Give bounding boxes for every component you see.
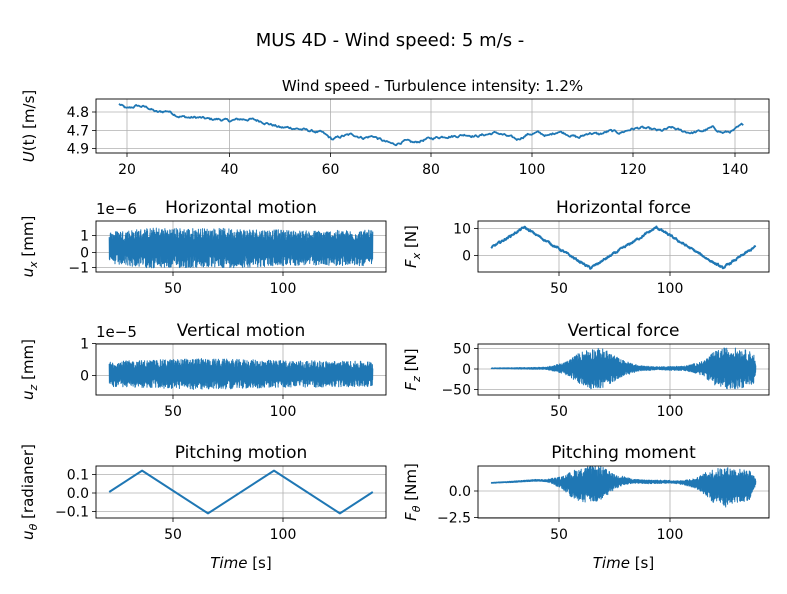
panel-title: Horizontal motion bbox=[165, 198, 317, 218]
panel-title: Wind speed - Turbulence intensity: 1.2% bbox=[282, 77, 583, 95]
y-tick-label: 0 bbox=[462, 249, 471, 265]
panel-uz: 50 100 1 0 Vertical motion 1e−5 uz [mm] bbox=[19, 321, 387, 420]
x-tick-label: 50 bbox=[550, 404, 568, 420]
x-tick-label: 50 bbox=[164, 404, 182, 420]
panel-title: Pitching moment bbox=[551, 443, 696, 463]
axis-label: uθ [radianer] bbox=[19, 444, 40, 540]
x-tick-label: 100 bbox=[270, 404, 297, 420]
y-tick-label: 0 bbox=[80, 246, 89, 262]
y-tick-label: 0.1 bbox=[67, 468, 89, 484]
panel-fz: 50 100 50 0 −50 Vertical force Fz [N] bbox=[402, 321, 770, 420]
axes-frame bbox=[477, 343, 770, 396]
series-line-fx bbox=[490, 225, 757, 270]
axis-label: uz [mm] bbox=[19, 339, 40, 400]
axis-label: Time [s] bbox=[210, 554, 271, 572]
x-tick-label: 100 bbox=[519, 162, 546, 178]
x-tick-label: 120 bbox=[620, 162, 647, 178]
y-tick-label: 0 bbox=[462, 362, 471, 378]
y-tick-label: −2.5 bbox=[437, 511, 471, 527]
y-tick-label: 4.7 bbox=[67, 124, 89, 140]
y-tick-label: −50 bbox=[441, 383, 471, 399]
axes-frame bbox=[95, 465, 387, 519]
panel-title: Horizontal force bbox=[556, 198, 691, 218]
axes-frame bbox=[95, 98, 770, 154]
x-tick-label: 50 bbox=[550, 527, 568, 543]
axes-frame bbox=[95, 220, 387, 273]
y-tick-label: 4.9 bbox=[67, 142, 89, 158]
x-tick-label: 100 bbox=[270, 527, 297, 543]
series-line-wind bbox=[118, 103, 744, 147]
axis-offset-text: 1e−5 bbox=[96, 323, 137, 341]
x-tick-label: 100 bbox=[657, 281, 684, 297]
y-tick-label: −1 bbox=[68, 261, 89, 277]
axis-label: U(t) [m/s] bbox=[20, 90, 38, 163]
series-line-ftheta bbox=[490, 466, 757, 508]
axes-frame bbox=[477, 465, 770, 519]
y-tick-label: 0.0 bbox=[67, 486, 89, 502]
axis-offset-text: 1e−6 bbox=[96, 200, 137, 218]
x-tick-label: 60 bbox=[322, 162, 340, 178]
axis-label: Fx [N] bbox=[402, 225, 423, 268]
panel-title: Vertical motion bbox=[177, 321, 306, 341]
series-line-ux bbox=[108, 227, 374, 269]
y-tick-label: 50 bbox=[453, 342, 471, 358]
y-tick-label: 1 bbox=[80, 229, 89, 245]
series-line-fz bbox=[490, 347, 757, 390]
axes-frame bbox=[95, 343, 387, 396]
y-tick-label: 10 bbox=[453, 222, 471, 238]
x-tick-label: 50 bbox=[164, 281, 182, 297]
axis-label: Fz [N] bbox=[402, 348, 423, 390]
panel-ftheta: 50 100 0.0 −2.5 Pitching moment Fθ [Nm] Time [… bbox=[402, 443, 770, 572]
y-tick-label: 0 bbox=[80, 369, 89, 385]
series-line-uz bbox=[108, 358, 374, 390]
series-line-utheta bbox=[108, 469, 374, 515]
panel-wind: 20 40 60 80 100 120 140 4.7 4.8 4.9 Wind speed - T… bbox=[20, 77, 770, 178]
y-tick-label: 1 bbox=[80, 337, 89, 353]
axis-label: Fθ [Nm] bbox=[402, 463, 423, 521]
axis-label: ux [mm] bbox=[19, 216, 40, 278]
axes-frame bbox=[477, 220, 770, 273]
panel-utheta: 50 100 0.1 0.0 −0.1 Pitching motion uθ [radian… bbox=[19, 443, 387, 572]
axis-label: Time [s] bbox=[593, 554, 654, 572]
y-tick-label: 0.0 bbox=[449, 484, 471, 500]
panel-title: Vertical force bbox=[568, 321, 680, 341]
x-tick-label: 20 bbox=[118, 162, 136, 178]
panel-ux: 50 100 10−1 Horizontal motion 1e−6 ux [mm] bbox=[19, 198, 387, 297]
x-tick-label: 50 bbox=[550, 281, 568, 297]
x-tick-label: 100 bbox=[657, 404, 684, 420]
x-tick-label: 50 bbox=[164, 527, 182, 543]
y-tick-label: 4.8 bbox=[67, 105, 89, 121]
x-tick-label: 140 bbox=[722, 162, 749, 178]
x-tick-label: 80 bbox=[422, 162, 440, 178]
x-tick-label: 100 bbox=[657, 527, 684, 543]
x-tick-label: 100 bbox=[270, 281, 297, 297]
x-tick-label: 40 bbox=[221, 162, 239, 178]
panel-title: Pitching motion bbox=[175, 443, 308, 463]
figure-title: MUS 4D - Wind speed: 5 m/s - bbox=[256, 30, 525, 51]
y-tick-label: −0.1 bbox=[55, 505, 89, 521]
